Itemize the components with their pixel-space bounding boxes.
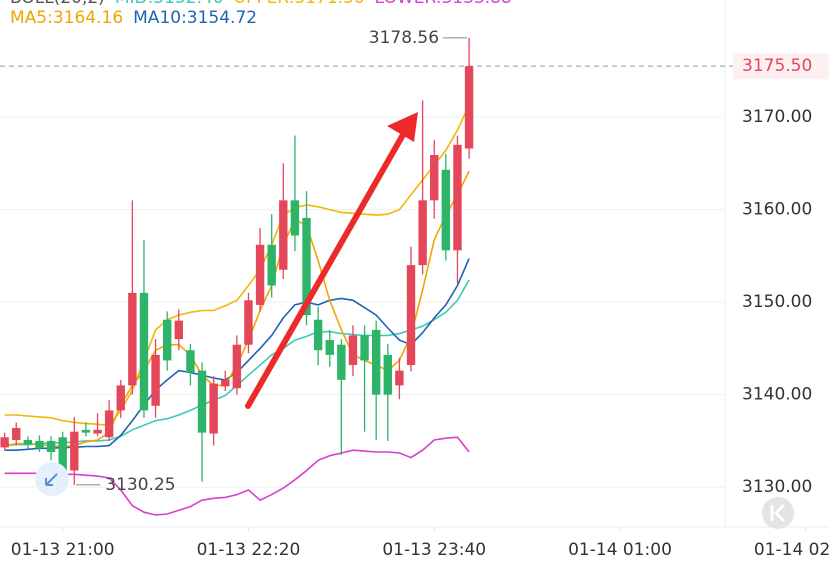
candle-body	[383, 354, 392, 395]
last-price-bg	[733, 53, 829, 80]
y-tick-label: 3150.00	[742, 292, 812, 312]
legend-entry: BOLL(20,2)	[10, 0, 105, 8]
legend-entry: UPPER:3171.30	[234, 0, 365, 8]
candle-body	[325, 340, 334, 355]
candle-body	[313, 319, 323, 351]
indicator-line	[4, 104, 470, 427]
candle-body	[128, 292, 137, 386]
legend-entry: MID:3152.40	[115, 0, 224, 8]
legend-entry: LOWER:3133.88	[375, 0, 512, 8]
candle-body	[58, 437, 67, 476]
candle-body	[406, 265, 416, 366]
candle-body	[244, 300, 253, 345]
candle-body	[360, 335, 369, 361]
candle-body	[70, 431, 79, 471]
candle-body	[267, 244, 276, 286]
candle-body	[186, 350, 195, 373]
candle-body	[46, 440, 56, 453]
x-tick-label: 01-13 23:40	[382, 540, 486, 560]
candle-body	[116, 385, 125, 411]
x-tick-label: 01-13 22:20	[197, 540, 301, 560]
candle-body	[221, 379, 230, 387]
y-tick-label: 3160.00	[742, 200, 812, 220]
legend-entry: MA5:3164.16	[10, 8, 123, 28]
last-price-label: 3175.50	[742, 56, 812, 76]
candle-body	[0, 437, 9, 448]
candle-body	[162, 319, 172, 361]
candle-body	[441, 169, 451, 251]
candle-body	[209, 383, 218, 434]
y-tick-label: 3170.00	[742, 107, 812, 127]
candle-body	[197, 370, 207, 433]
candle-body	[23, 440, 33, 445]
expand-icon	[45, 473, 58, 486]
candle-body	[279, 200, 288, 270]
labels: 3130.00 3140.00 3150.00 3160.00 3170.00 01-13…	[10, 0, 829, 560]
candle-body	[371, 329, 381, 395]
candle-body	[81, 429, 91, 433]
candle-body	[12, 427, 21, 441]
y-tick-label: 3140.00	[742, 385, 812, 405]
candle-body	[104, 410, 114, 438]
candles	[0, 37, 474, 485]
candle-body	[232, 344, 242, 389]
trend-arrow	[245, 130, 407, 409]
candle-body	[348, 335, 358, 366]
high-label: 3178.56	[369, 28, 439, 48]
low-label: 3130.25	[105, 475, 175, 495]
candle-body	[464, 66, 474, 149]
x-tick-label: 01-14 02:20	[754, 540, 829, 560]
candle-body	[151, 354, 160, 406]
candle-body	[430, 155, 439, 201]
x-tick-label: 01-13 21:00	[11, 540, 115, 560]
back-icon	[770, 503, 786, 523]
candle-body	[453, 144, 462, 251]
indicator-line	[4, 436, 470, 516]
candle-body	[174, 320, 184, 340]
legend-entry: MA10:3154.72	[133, 8, 257, 28]
candle-body	[139, 292, 149, 411]
candle-body	[35, 440, 44, 449]
candle-body	[290, 200, 300, 236]
candle-body	[302, 217, 311, 316]
trend-arrowhead	[387, 112, 418, 142]
candle-body	[418, 200, 427, 266]
candle-body	[255, 244, 265, 305]
candle-body	[93, 429, 102, 434]
y-tick-label: 3130.00	[742, 477, 812, 497]
x-tick-label: 01-14 01:00	[568, 540, 672, 560]
candle-body	[337, 344, 346, 380]
candle-body	[395, 370, 404, 386]
